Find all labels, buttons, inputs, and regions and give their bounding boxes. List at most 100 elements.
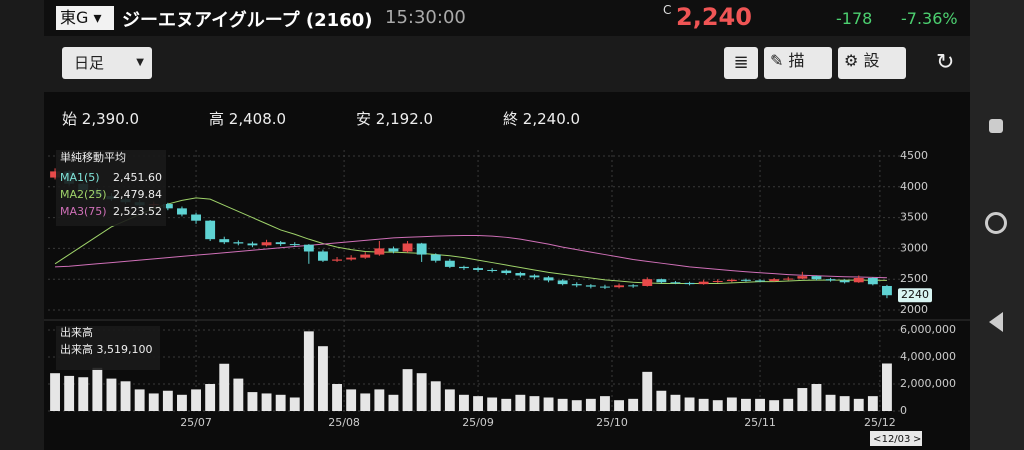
cursor-date: 12/03 bbox=[882, 434, 911, 445]
volume-bar bbox=[219, 363, 230, 411]
volume-bar bbox=[78, 377, 89, 411]
ma-line bbox=[54, 197, 887, 285]
volume-bar bbox=[839, 396, 850, 411]
candle-body bbox=[473, 268, 483, 270]
candle-body bbox=[741, 279, 751, 281]
period-select[interactable]: 日足 ▼ bbox=[62, 47, 152, 79]
price-flag: C bbox=[663, 3, 672, 17]
candle-body bbox=[388, 248, 399, 252]
candle-body bbox=[459, 266, 469, 269]
refresh-button[interactable]: ↻ bbox=[936, 50, 955, 75]
volume-bar bbox=[515, 394, 526, 411]
nav-recent[interactable] bbox=[989, 119, 1003, 133]
ohlc-value: 2,390.0 bbox=[81, 110, 140, 128]
candle-body bbox=[416, 243, 427, 255]
volume-bar bbox=[346, 389, 357, 411]
candle-body bbox=[529, 275, 540, 278]
volume-bar bbox=[882, 363, 892, 411]
candle-body bbox=[712, 281, 723, 283]
candle-body bbox=[318, 251, 328, 261]
x-tick-label: 25/07 bbox=[180, 416, 212, 429]
candle-body bbox=[50, 171, 60, 178]
nav-bar bbox=[970, 0, 1024, 450]
volume-bar bbox=[487, 397, 498, 411]
cursor-next: > bbox=[913, 434, 921, 445]
x-tick-label: 25/10 bbox=[596, 416, 628, 429]
volume-bar bbox=[600, 396, 610, 411]
candle-body bbox=[656, 279, 667, 283]
candle-body bbox=[755, 280, 765, 282]
ohlc-item: 安 2,192.0 bbox=[356, 108, 433, 129]
candle-body bbox=[233, 242, 244, 244]
settings-button[interactable]: ⚙ 設定 bbox=[838, 47, 906, 79]
volume-bar bbox=[755, 398, 765, 411]
candle-body bbox=[882, 285, 892, 296]
volume-bar bbox=[726, 397, 737, 411]
y-tick-label: 2500 bbox=[900, 272, 928, 285]
x-tick-label: 25/09 bbox=[462, 416, 494, 429]
y-tick-label: 3500 bbox=[900, 211, 928, 224]
nav-back[interactable] bbox=[989, 312, 1003, 332]
header-bar bbox=[44, 0, 970, 36]
chart: 2000 2500 3000 3500 4000 4500 0 2,000,000 4,000,… bbox=[44, 149, 970, 446]
volume-title: 出来高 bbox=[60, 325, 93, 339]
candle-body bbox=[162, 204, 173, 209]
nav-home[interactable] bbox=[985, 212, 1007, 234]
volume-bar bbox=[529, 396, 540, 411]
candle-body bbox=[769, 279, 780, 282]
candle-body bbox=[557, 280, 568, 285]
change-pct: -7.36% bbox=[901, 9, 958, 28]
volume-bar bbox=[769, 400, 780, 411]
volume-bar bbox=[473, 396, 483, 411]
x-tick-label: 25/12 bbox=[864, 416, 896, 429]
candle-body bbox=[698, 281, 709, 285]
candle-body bbox=[600, 286, 610, 288]
candle-body bbox=[797, 276, 808, 279]
ma-title: 単純移動平均 bbox=[60, 150, 126, 164]
candle-body bbox=[177, 208, 187, 215]
settings-label: 設定 bbox=[863, 51, 886, 70]
ohlc-label: 高 bbox=[209, 110, 225, 128]
volume-bar bbox=[557, 398, 568, 411]
candle-body bbox=[867, 277, 878, 285]
indicator-button[interactable]: ≣ bbox=[724, 47, 758, 79]
last-price: 2240 bbox=[901, 288, 929, 301]
ma-value: 2,451.60 bbox=[113, 171, 162, 184]
market-select[interactable]: 東G ▾ bbox=[56, 6, 114, 30]
volume-bar bbox=[177, 394, 187, 411]
v-tick-label: 4,000,000 bbox=[900, 350, 956, 363]
candle-body bbox=[374, 248, 385, 255]
volume-bar bbox=[134, 389, 145, 411]
candle-body bbox=[853, 277, 864, 283]
volume-bar bbox=[642, 371, 653, 411]
volume-bar bbox=[684, 397, 695, 411]
draw-button[interactable]: ✎ 描画 bbox=[764, 47, 832, 79]
candle-body bbox=[360, 254, 371, 258]
volume-bar bbox=[416, 373, 427, 411]
ma-legend-box bbox=[56, 150, 166, 226]
v-tick-label: 2,000,000 bbox=[900, 377, 956, 390]
volume-bar bbox=[459, 394, 469, 411]
volume-bar bbox=[670, 394, 681, 411]
candle-body bbox=[501, 270, 512, 274]
volume-bar bbox=[628, 398, 639, 411]
volume-bar bbox=[430, 381, 441, 411]
volume-bar bbox=[205, 384, 216, 411]
volume-bar bbox=[712, 400, 723, 411]
volume-bar bbox=[797, 388, 808, 411]
candle-body bbox=[261, 242, 272, 246]
y-tick-label: 3000 bbox=[900, 241, 928, 254]
draw-label: 描画 bbox=[788, 51, 811, 70]
candle-body bbox=[825, 279, 836, 281]
candle-body bbox=[430, 254, 441, 261]
ohlc-value: 2,240.0 bbox=[522, 110, 581, 128]
candle-body bbox=[684, 282, 695, 285]
volume-bar bbox=[191, 389, 201, 411]
y-tick-label: 4500 bbox=[900, 149, 928, 162]
candle-body bbox=[543, 277, 554, 281]
ohlc-value: 2,408.0 bbox=[228, 110, 287, 128]
y-tick-label: 2000 bbox=[900, 303, 928, 316]
candle-body bbox=[219, 239, 230, 243]
ohlc-label: 始 bbox=[62, 110, 78, 128]
